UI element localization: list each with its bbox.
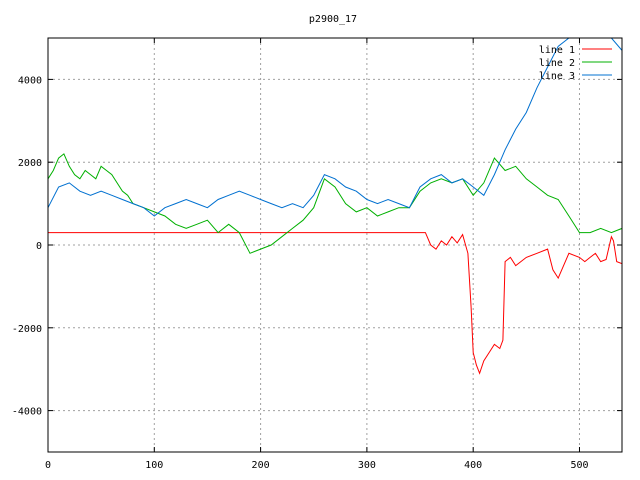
x-tick-label: 200 xyxy=(252,460,270,471)
y-tick-label: 2000 xyxy=(18,158,42,169)
y-tick-label: -4000 xyxy=(12,407,42,418)
legend-label: line 3 xyxy=(539,71,575,82)
legend-label: line 2 xyxy=(539,58,575,69)
x-tick-label: 500 xyxy=(570,460,588,471)
series-lines xyxy=(48,38,622,375)
legend-label: line 1 xyxy=(539,45,575,56)
legend: line 1 line 2 line 3 xyxy=(539,45,612,82)
grid xyxy=(48,38,622,452)
x-tick-label: 0 xyxy=(45,460,51,471)
axes: 0 100 200 300 400 500 -4000 -2000 0 2000 4000 xyxy=(12,38,622,471)
x-tick-label: 400 xyxy=(464,460,482,471)
chart-title: p2900_17 xyxy=(309,14,357,25)
series-line-2 xyxy=(48,153,622,254)
series-line-3 xyxy=(48,38,622,217)
x-tick-label: 100 xyxy=(145,460,163,471)
x-tick-label: 300 xyxy=(358,460,376,471)
y-tick-label: 0 xyxy=(36,241,42,252)
series-line-1 xyxy=(48,232,622,375)
y-tick-label: 4000 xyxy=(18,75,42,86)
plot-frame xyxy=(47,37,623,453)
y-tick-label: -2000 xyxy=(12,324,42,335)
